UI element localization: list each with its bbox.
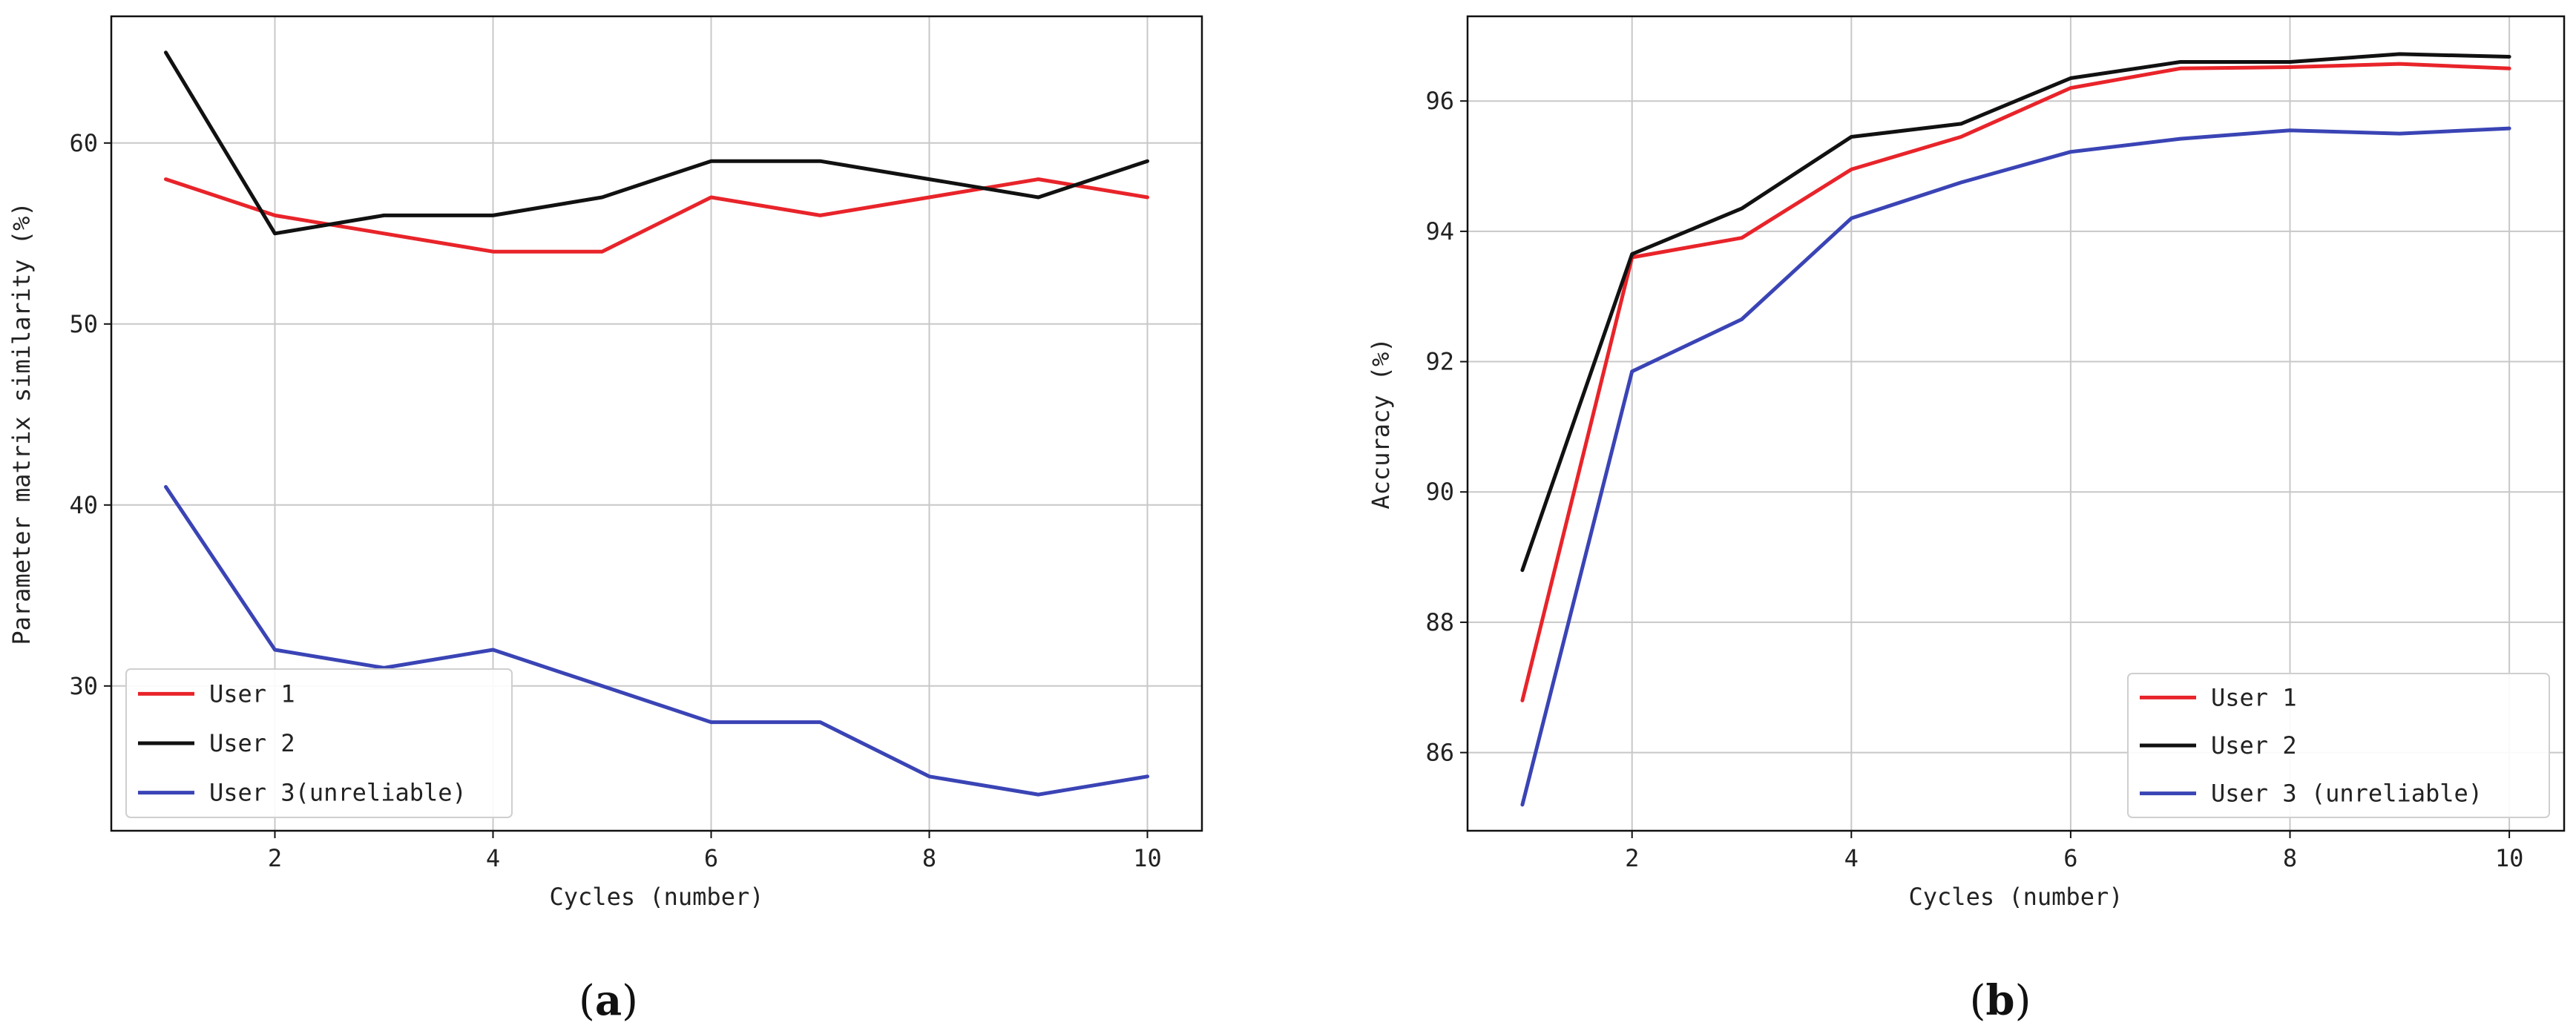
legend-label-2: User 2 bbox=[209, 729, 295, 757]
x-tick-label: 10 bbox=[1133, 844, 1162, 872]
chart-b: 2 4 6 8 10 86 88 90 92 94 96 Cycles (number) Accurac… bbox=[1367, 15, 2566, 1025]
series-line-1 bbox=[1520, 62, 2511, 702]
y-tick-label: 88 bbox=[1425, 608, 1454, 636]
legend-label-2: User 2 bbox=[2211, 731, 2297, 760]
plot-frame bbox=[110, 15, 1203, 832]
x-tick-label: 2 bbox=[268, 844, 282, 872]
y-tick-label: 50 bbox=[69, 310, 98, 338]
caption-b: (b) bbox=[1970, 976, 2031, 1025]
x-tick-label: 2 bbox=[1625, 844, 1639, 872]
x-tick-label: 8 bbox=[2283, 844, 2297, 872]
caption-a: (a) bbox=[579, 976, 638, 1025]
y-tick-label: 60 bbox=[69, 129, 98, 157]
legend-label-3: User 3(unreliable) bbox=[209, 779, 467, 807]
x-tick-label: 4 bbox=[486, 844, 500, 872]
y-tick-label: 94 bbox=[1425, 217, 1454, 246]
x-axis-label: Cycles (number) bbox=[1909, 883, 2123, 911]
series-line-3 bbox=[164, 484, 1149, 797]
x-tick-label: 10 bbox=[2495, 844, 2524, 872]
y-tick-label: 86 bbox=[1425, 739, 1454, 767]
y-tick-label: 90 bbox=[1425, 478, 1454, 506]
plot-frame bbox=[1466, 15, 2566, 832]
legend-box bbox=[2127, 673, 2550, 818]
y-axis-label: Accuracy (%) bbox=[1367, 337, 1395, 509]
legend-label-1: User 1 bbox=[2211, 683, 2297, 711]
legend-box bbox=[125, 668, 513, 818]
x-tick-label: 6 bbox=[704, 844, 718, 872]
y-tick-label: 92 bbox=[1425, 348, 1454, 376]
series-line-3 bbox=[1520, 126, 2511, 807]
y-axis-label: Parameter matrix similarity (%) bbox=[7, 202, 36, 645]
chart-a: 2 4 6 8 10 30 40 50 60 Cycles (number) Parameter m… bbox=[7, 15, 1203, 1025]
x-axis-label: Cycles (number) bbox=[550, 883, 764, 911]
x-tick-label: 4 bbox=[1844, 844, 1859, 872]
x-tick-label: 8 bbox=[922, 844, 936, 872]
x-tick-label: 6 bbox=[2063, 844, 2077, 872]
legend-label-1: User 1 bbox=[209, 679, 295, 708]
y-tick-label: 40 bbox=[69, 491, 98, 519]
y-tick-label: 30 bbox=[69, 672, 98, 700]
series-line-2 bbox=[1520, 52, 2511, 573]
y-tick-label: 96 bbox=[1425, 87, 1454, 115]
series-line-2 bbox=[164, 50, 1149, 236]
legend-label-3: User 3 (unreliable) bbox=[2211, 780, 2483, 808]
